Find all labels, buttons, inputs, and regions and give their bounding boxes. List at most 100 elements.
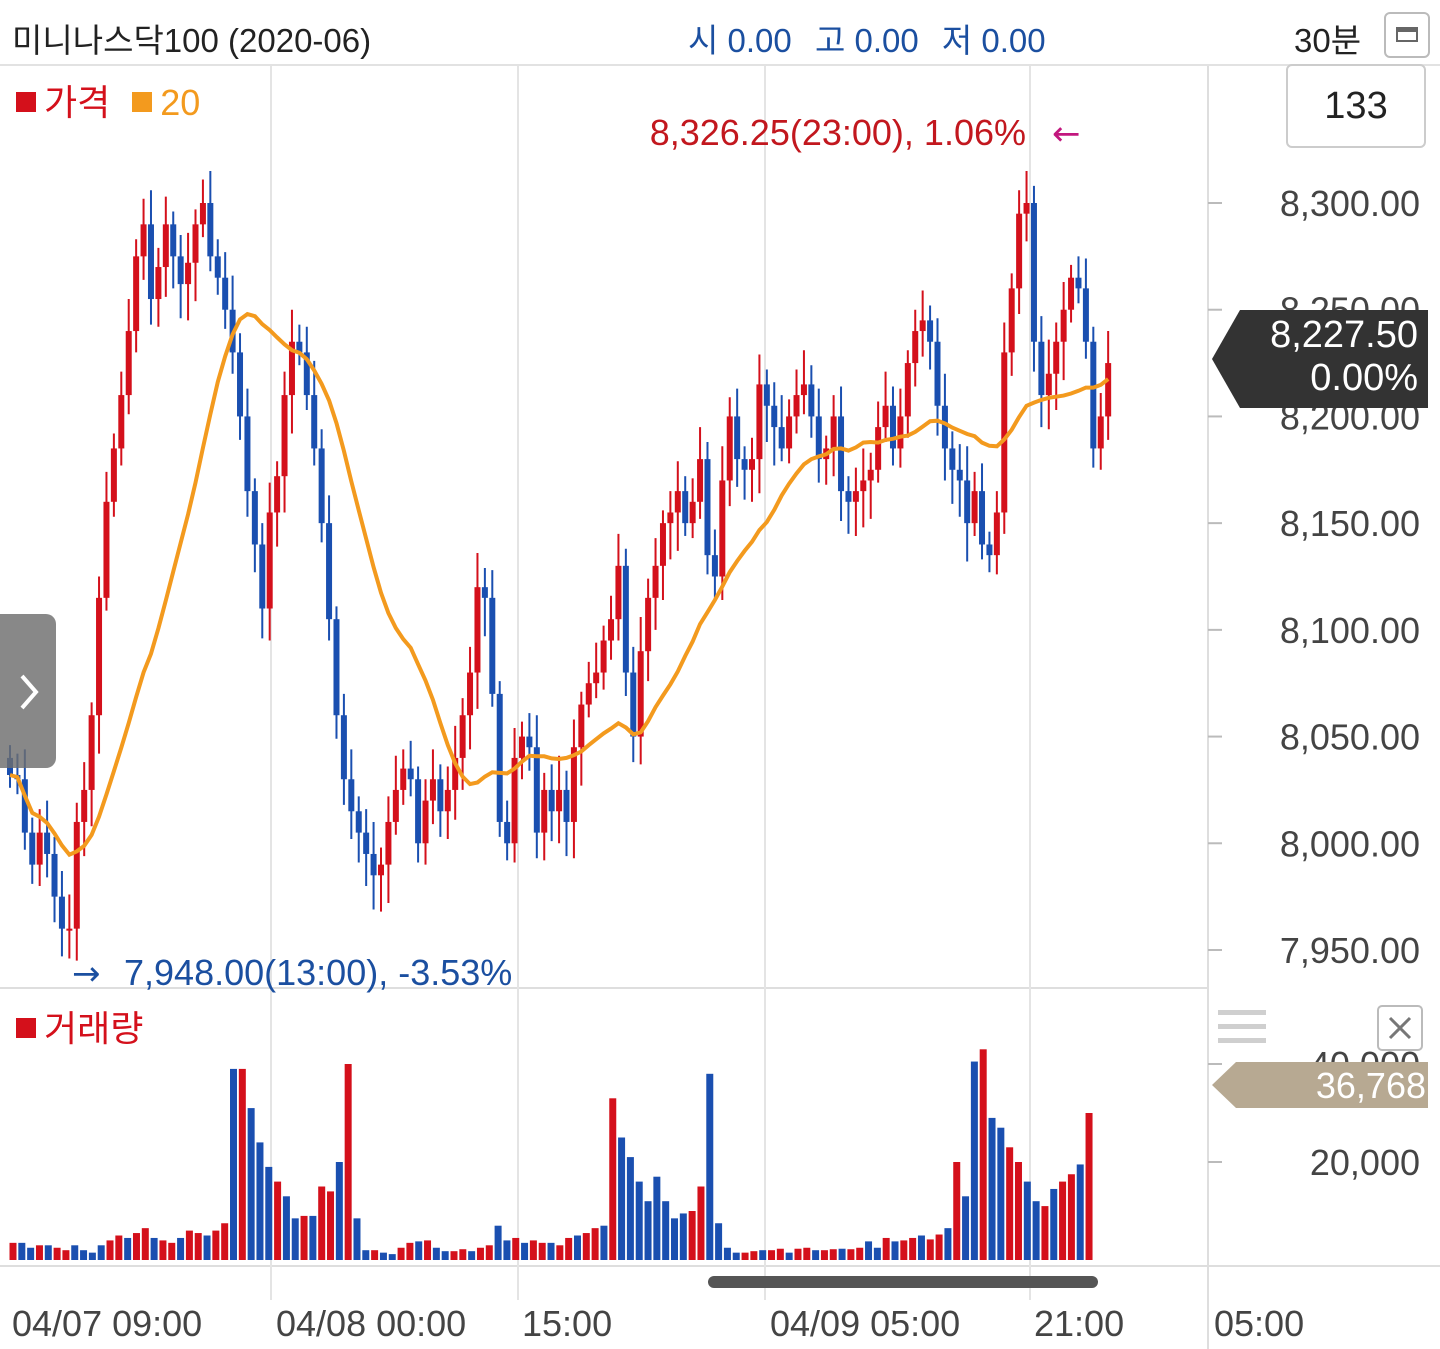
candle-body bbox=[333, 619, 340, 716]
volume-bar bbox=[1076, 1164, 1084, 1260]
candle-body bbox=[659, 523, 666, 566]
volume-bar bbox=[706, 1073, 714, 1260]
volume-bar bbox=[962, 1196, 970, 1260]
volume-panel-controls[interactable] bbox=[1218, 1005, 1423, 1051]
candle-body bbox=[786, 416, 793, 449]
volume-bar bbox=[309, 1215, 317, 1260]
chart-header: 미니나스닥100 (2020-06) 시 0.00 고 0.00 저 0.00 … bbox=[0, 0, 1440, 66]
ma-legend-label: 20 bbox=[160, 82, 201, 123]
side-panel-toggle[interactable] bbox=[0, 614, 56, 768]
candle-body bbox=[281, 395, 288, 477]
interval-selector[interactable]: 30분 bbox=[1294, 22, 1362, 59]
candle-body bbox=[378, 864, 384, 876]
candle-body bbox=[251, 491, 258, 545]
volume-bar bbox=[212, 1230, 220, 1260]
candle-body bbox=[1068, 277, 1075, 310]
candle-body bbox=[719, 480, 726, 577]
candle-body bbox=[993, 512, 1000, 556]
instrument-title[interactable]: 미니나스닥100 (2020-06) bbox=[12, 22, 372, 59]
candle-body bbox=[1082, 288, 1089, 342]
candle-body bbox=[311, 395, 318, 449]
candle-body bbox=[882, 405, 889, 428]
volume-bar bbox=[829, 1249, 837, 1260]
candle-body bbox=[326, 523, 333, 620]
candle-body bbox=[222, 277, 229, 310]
candle-body bbox=[875, 427, 882, 470]
candle-body bbox=[452, 757, 459, 790]
candle-body bbox=[214, 256, 221, 278]
candle-body bbox=[177, 256, 184, 285]
candle-body bbox=[481, 587, 488, 598]
time-tick-label: 04/08 00:00 bbox=[276, 1303, 466, 1344]
candle-body bbox=[800, 384, 807, 396]
candle-count-box[interactable]: 133 bbox=[1286, 64, 1426, 148]
candle-body bbox=[1090, 341, 1097, 449]
time-tick-label: 15:00 bbox=[522, 1303, 612, 1344]
volume-bar bbox=[150, 1237, 158, 1260]
candle-body bbox=[118, 395, 125, 449]
low-value: 저 0.00 bbox=[941, 22, 1046, 59]
volume-bar bbox=[679, 1213, 687, 1260]
volume-bar bbox=[812, 1250, 820, 1260]
volume-bar bbox=[282, 1196, 290, 1260]
volume-bar bbox=[935, 1234, 943, 1260]
volume-bar bbox=[203, 1235, 211, 1260]
volume-bar bbox=[468, 1251, 476, 1260]
candle-body bbox=[845, 491, 852, 502]
volume-bar bbox=[415, 1241, 423, 1260]
volume-bar bbox=[379, 1252, 387, 1260]
candle-body bbox=[370, 853, 377, 876]
candle-body bbox=[697, 459, 704, 502]
volume-bar bbox=[644, 1201, 652, 1260]
candle-body bbox=[585, 683, 592, 705]
volume-bar bbox=[106, 1240, 114, 1260]
volume-bar bbox=[688, 1211, 696, 1260]
volume-legend-label: 거래량 bbox=[44, 1008, 144, 1049]
candle-body bbox=[749, 459, 755, 470]
candle-body bbox=[741, 459, 748, 470]
candle-body bbox=[125, 331, 132, 396]
volume-bar bbox=[177, 1237, 185, 1260]
volume-bar bbox=[803, 1247, 811, 1260]
ma-legend-swatch bbox=[132, 92, 153, 113]
candle-body bbox=[474, 587, 481, 673]
candle-body bbox=[400, 768, 407, 790]
candle-body bbox=[734, 416, 741, 460]
volume-bar bbox=[300, 1215, 308, 1260]
volume-bar bbox=[185, 1230, 193, 1260]
candle-body bbox=[496, 693, 503, 822]
volume-bar bbox=[1032, 1201, 1040, 1260]
volume-bar bbox=[71, 1245, 79, 1260]
candle-body bbox=[1105, 363, 1112, 417]
candle-body bbox=[600, 640, 607, 673]
candle-body bbox=[199, 203, 206, 225]
candle-body bbox=[1030, 203, 1037, 342]
volume-bar bbox=[141, 1228, 149, 1260]
candle-body bbox=[511, 757, 518, 844]
price-legend: 가격 20 bbox=[16, 74, 200, 126]
maximize-icon[interactable] bbox=[1384, 12, 1430, 58]
volume-bar bbox=[397, 1247, 405, 1260]
candle-body bbox=[385, 821, 392, 865]
volume-bar bbox=[450, 1251, 458, 1260]
min-annotation: 7,948.00(13:00), -3.53% bbox=[124, 952, 512, 993]
volume-bar bbox=[653, 1176, 661, 1260]
volume-legend: 거래량 bbox=[16, 1000, 143, 1052]
candle-body bbox=[563, 789, 570, 822]
candle-body bbox=[1060, 309, 1067, 342]
candle-body bbox=[1016, 213, 1023, 289]
candle-body bbox=[192, 224, 199, 263]
current-volume-marker: 36,768 bbox=[1212, 1062, 1428, 1108]
volume-bar bbox=[247, 1108, 255, 1260]
volume-bar bbox=[168, 1242, 176, 1260]
volume-bar bbox=[441, 1251, 449, 1260]
volume-series bbox=[9, 1049, 1093, 1260]
volume-bar bbox=[626, 1157, 634, 1260]
horizontal-scrollbar[interactable] bbox=[708, 1276, 1098, 1288]
price-legend-swatch bbox=[16, 92, 36, 113]
volume-bar bbox=[274, 1181, 282, 1260]
volume-bar bbox=[476, 1247, 484, 1260]
candle-body bbox=[652, 565, 659, 598]
candle-body bbox=[96, 597, 103, 716]
